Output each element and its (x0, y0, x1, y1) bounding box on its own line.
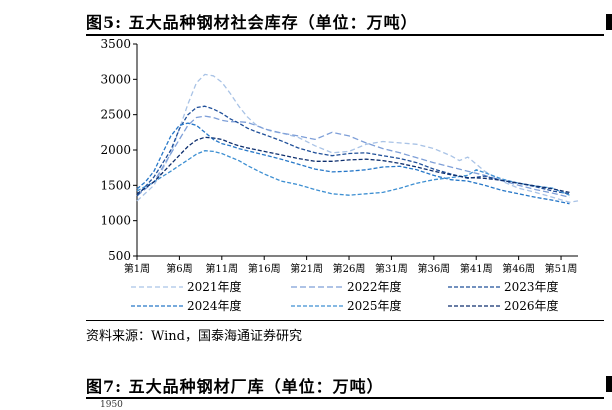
y-tick-label: 1500 (100, 178, 131, 192)
figure-7-title: 图7: 五大品种钢材厂库（单位：万吨） (86, 377, 384, 396)
adjacent-column-edge-marker-2 (606, 376, 612, 392)
y-tick-label: 3500 (100, 37, 131, 51)
series-line-1 (136, 73, 579, 203)
inventory-line-chart: 500 1000 1500 2000 2500 3000 3500 第1周 第6周 第11周 第16… (100, 37, 579, 313)
legend-label-6: 2026年度 (504, 298, 559, 313)
legend-label-3: 2023年度 (504, 279, 559, 294)
chart-axes: 500 1000 1500 2000 2500 3000 3500 第1周 第6周 第11周 第16… (100, 37, 578, 275)
next-chart-top-tick: 1950 (100, 400, 123, 410)
x-tick-label: 第46周 (502, 262, 535, 275)
x-tick-label: 第36周 (417, 262, 450, 275)
series-line-6 (136, 136, 570, 195)
legend-label-5: 2025年度 (347, 298, 402, 313)
figure-5-header: 图5: 五大品种钢材社会库存（单位：万吨） (86, 6, 604, 36)
x-tick-label: 第21周 (290, 262, 323, 275)
x-tick-label: 第1周 (124, 262, 150, 275)
x-tick-label: 第16周 (248, 262, 281, 275)
source-divider (86, 320, 604, 321)
figure-5-title: 图5: 五大品种钢材社会库存（单位：万吨） (86, 13, 418, 32)
series-line-2 (136, 115, 570, 198)
x-tick-label: 第51周 (545, 262, 578, 275)
x-tick-label: 第6周 (166, 262, 192, 275)
series-line-3 (136, 105, 570, 197)
chart-series (136, 73, 579, 205)
source-note: 资料来源：Wind，国泰海通证券研究 (86, 329, 302, 344)
series-line-4 (136, 122, 570, 205)
x-tick-label: 第11周 (205, 262, 238, 275)
legend-label-2: 2022年度 (347, 279, 402, 294)
y-tick-label: 500 (108, 249, 131, 263)
chart-legend: 2021年度 2022年度 2023年度 2024年度 2025年度 2026年度 (131, 279, 559, 313)
x-tick-label: 第26周 (333, 262, 366, 275)
figure-7-header: 图7: 五大品种钢材厂库（单位：万吨） (86, 369, 604, 399)
adjacent-column-edge-marker (606, 14, 612, 30)
x-tick-label: 第41周 (460, 262, 493, 275)
y-tick-label: 2500 (100, 108, 131, 122)
y-tick-label: 3000 (100, 72, 131, 86)
legend-label-1: 2021年度 (187, 279, 242, 294)
y-tick-label: 1000 (100, 214, 131, 228)
legend-label-4: 2024年度 (187, 298, 242, 313)
series-line-5 (136, 150, 570, 196)
x-tick-label: 第31周 (375, 262, 408, 275)
y-tick-label: 2000 (100, 143, 131, 157)
